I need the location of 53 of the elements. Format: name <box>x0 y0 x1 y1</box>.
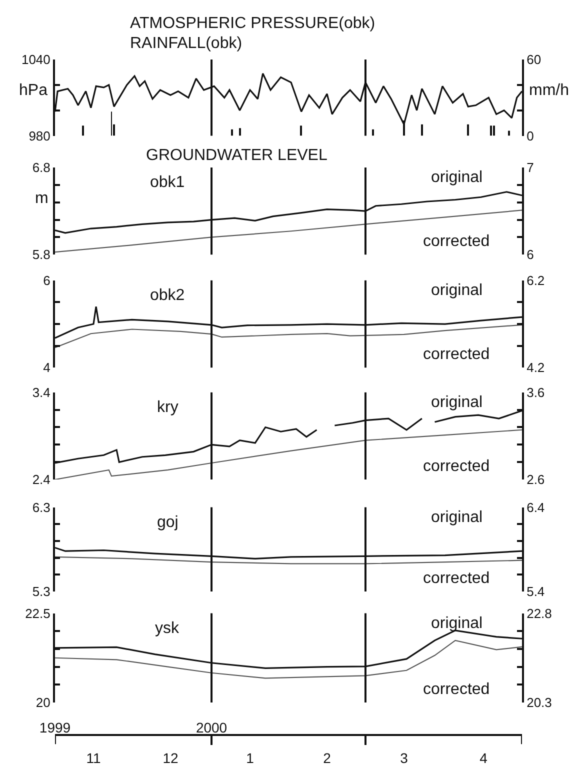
y2-tick-label: 22.8 <box>526 606 552 621</box>
annotation: obk1 <box>150 174 185 191</box>
y2-tick-label: 6.4 <box>526 500 545 515</box>
y2-axis-title: mm/h <box>529 82 569 99</box>
chart-title: ATMOSPHERIC PRESSURE(obk) <box>130 15 376 32</box>
y-tick-label: 2.4 <box>32 472 50 488</box>
series-label: corrected <box>423 458 490 475</box>
y-axis-title: m <box>35 190 48 207</box>
x-tick-label: 11 <box>86 750 101 766</box>
series-label: corrected <box>423 346 490 363</box>
series-label: original <box>431 509 483 526</box>
x2-tick-label: 1999 <box>39 719 71 736</box>
series-label: original <box>431 615 483 632</box>
y-tick-label: 5.8 <box>32 247 50 262</box>
y-tick-label: 3.4 <box>32 384 50 400</box>
annotation: obk2 <box>150 287 185 304</box>
series-label: corrected <box>423 570 490 587</box>
y-tick-label: 6.8 <box>32 160 50 176</box>
chart-subtitle: RAINFALL(obk) <box>130 35 242 52</box>
annotation: ysk <box>155 620 180 637</box>
y-tick-label: 20 <box>36 695 50 710</box>
y2-tick-label: 4.2 <box>526 360 545 376</box>
chart-title: GROUNDWATER LEVEL <box>146 147 328 164</box>
y2-tick-label: 5.4 <box>526 584 545 600</box>
y-tick-label: 6 <box>43 272 50 288</box>
y2-tick-label: 6 <box>526 247 534 262</box>
series-label: corrected <box>423 233 490 250</box>
series-label: corrected <box>423 681 490 698</box>
x-tick-label: 3 <box>400 750 408 766</box>
y2-tick-label: 20.3 <box>526 695 552 710</box>
y-tick-label: 22.5 <box>25 606 50 621</box>
y-tick-label: 1040 <box>21 52 50 68</box>
y2-tick-label: 0 <box>526 128 534 144</box>
y2-tick-label: 7 <box>526 160 534 176</box>
x-tick-label: 1 <box>246 750 254 766</box>
y-tick-label: 4 <box>43 360 50 376</box>
y-tick-label: 980 <box>28 128 50 144</box>
y2-tick-label: 60 <box>526 52 542 68</box>
x-tick-label: 2 <box>323 750 332 766</box>
y2-tick-label: 6.2 <box>526 272 545 288</box>
y-tick-label: 5.3 <box>32 584 50 600</box>
y-axis-title: hPa <box>19 82 48 99</box>
series-label: original <box>431 282 483 299</box>
series-label: original <box>431 394 483 411</box>
y-tick-label: 6.3 <box>32 500 50 515</box>
x2-tick-label: 2000 <box>196 719 228 736</box>
series-label: original <box>431 169 483 186</box>
x-tick-label: 4 <box>480 750 488 766</box>
y2-tick-label: 2.6 <box>526 472 545 488</box>
x-tick-label: 12 <box>162 750 178 766</box>
annotation: goj <box>157 514 178 531</box>
y2-tick-label: 3.6 <box>526 384 545 400</box>
annotation: kry <box>157 399 178 416</box>
